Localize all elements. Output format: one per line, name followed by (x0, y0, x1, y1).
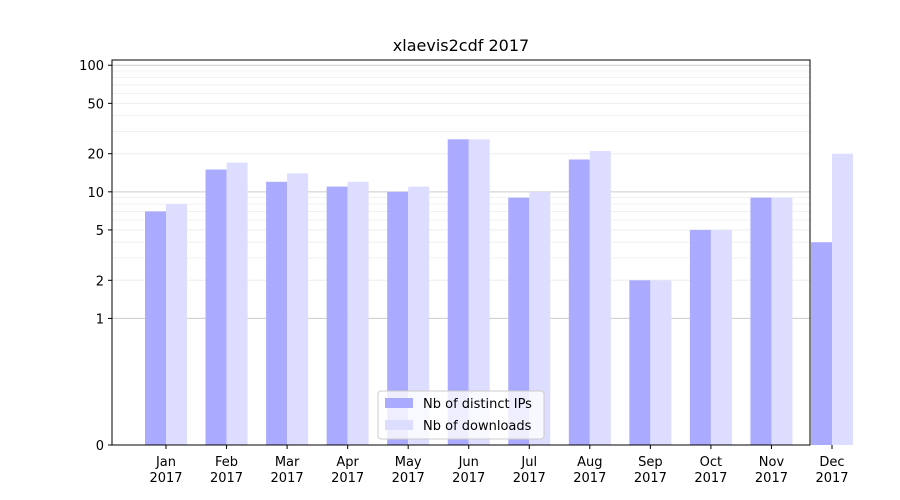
y-tick-label: 2 (96, 274, 104, 289)
plot-frame (111, 59, 811, 446)
bar-ips (508, 197, 530, 445)
x-tick-label: Jan (155, 455, 176, 470)
x-tick-label: 2017 (694, 471, 727, 486)
bar-downloads (650, 280, 672, 445)
bar-ips (447, 139, 469, 445)
bar-downloads (468, 139, 490, 445)
x-tick-label: 2017 (392, 471, 425, 486)
y-axis: 0 1 2 5 10 20 50 100 (79, 59, 112, 454)
bar-ips (750, 197, 772, 445)
x-tick-label: 2017 (331, 471, 364, 486)
bar-ips (326, 186, 348, 446)
x-tick-label: Jul (520, 455, 537, 470)
y-tick-label: 5 (96, 224, 104, 239)
y-tick-label: 10 (87, 186, 104, 201)
bar-ips (387, 191, 409, 445)
x-tick-label: 2017 (271, 471, 304, 486)
bar-ips (266, 181, 288, 445)
x-tick-label: 2017 (573, 471, 606, 486)
bar-downloads (166, 204, 187, 445)
x-tick-label: Aug (577, 455, 602, 470)
legend-label-ips: Nb of distinct IPs (423, 397, 532, 412)
legend-label-downloads: Nb of downloads (423, 419, 532, 434)
y-tick-label: 100 (79, 59, 104, 74)
x-tick-label: Oct (700, 455, 722, 470)
y-tick-label: 50 (87, 97, 104, 112)
bar-downloads (771, 197, 793, 445)
x-tick-label: May (395, 455, 422, 470)
y-tick-label: 1 (96, 312, 104, 327)
legend-box (377, 390, 545, 440)
x-tick-label: 2017 (513, 471, 546, 486)
bars-layer (145, 139, 853, 446)
bar-downloads (589, 151, 611, 445)
chart-title: xlaevis2cdf 2017 (393, 36, 529, 55)
x-tick-label: 2017 (634, 471, 667, 486)
bar-downloads (226, 162, 248, 445)
x-tick-label: 2017 (755, 471, 788, 486)
x-tick-label: Sep (638, 455, 663, 470)
x-tick-label: Nov (759, 455, 785, 470)
x-tick-label: Feb (215, 455, 238, 470)
bar-ips (629, 280, 651, 445)
legend: Nb of distinct IPs Nb of downloads (377, 390, 545, 440)
bar-downloads (832, 153, 853, 446)
bar-ips (145, 211, 166, 445)
x-tick-label: 2017 (452, 471, 485, 486)
bar-downloads (347, 181, 369, 445)
legend-swatch-downloads (385, 420, 413, 430)
x-tick-label: Dec (819, 455, 844, 470)
bar-downloads (529, 191, 551, 445)
bar-downloads (287, 173, 309, 445)
x-tick-label: Jun (458, 455, 479, 470)
bar-downloads (408, 186, 430, 446)
bar-ips (689, 229, 711, 445)
bar-ips (205, 169, 227, 445)
x-axis: Jan2017Feb2017Mar2017Apr2017May2017Jun20… (149, 445, 849, 486)
x-tick-label: Apr (336, 455, 359, 470)
bar-downloads (710, 229, 732, 445)
x-tick-label: 2017 (149, 471, 182, 486)
y-tick-label: 0 (96, 439, 104, 454)
x-tick-label: Mar (275, 455, 300, 470)
bar-ips (568, 159, 590, 445)
x-tick-label: 2017 (815, 471, 848, 486)
legend-swatch-ips (385, 398, 413, 408)
x-tick-label: 2017 (210, 471, 243, 486)
bar-ips (811, 242, 832, 445)
y-tick-label: 20 (87, 148, 104, 163)
